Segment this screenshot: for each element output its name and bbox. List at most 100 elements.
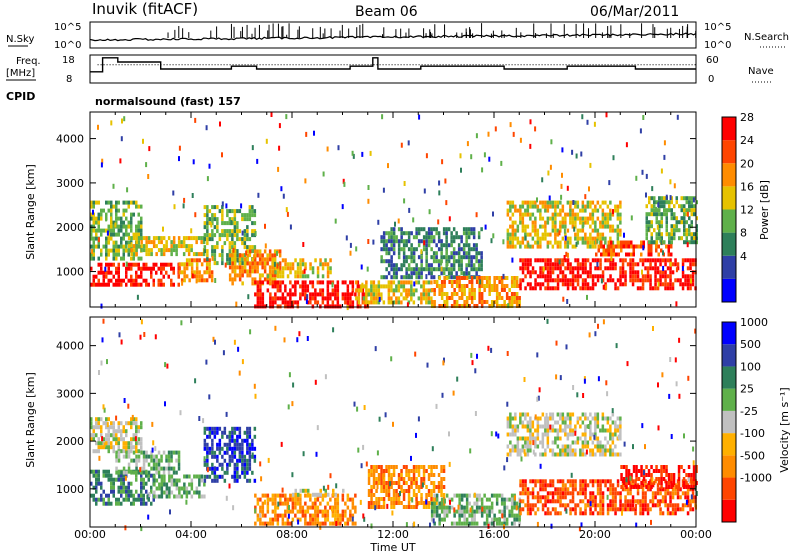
heatmap-cell — [122, 445, 125, 450]
heatmap-cell — [380, 481, 383, 485]
heatmap-cell — [534, 503, 537, 508]
heatmap-cell — [233, 438, 237, 443]
heatmap-cell — [689, 262, 692, 267]
heatmap-cell — [243, 217, 247, 222]
heatmap-cell — [400, 501, 403, 505]
heatmap-cell — [544, 232, 547, 237]
heatmap-cell — [380, 296, 383, 301]
heatmap-cell — [581, 511, 585, 516]
heatmap-cell — [546, 200, 550, 205]
heatmap-cell — [503, 513, 506, 518]
heatmap-cell — [269, 517, 272, 522]
heatmap-cell — [564, 244, 567, 249]
heatmap-cell — [554, 436, 557, 441]
heatmap-cell — [680, 204, 683, 209]
heatmap-cell — [142, 266, 145, 271]
heatmap-cell — [273, 253, 277, 258]
heatmap-cell — [524, 416, 527, 421]
heatmap-cell — [195, 266, 199, 271]
heatmap-cell — [450, 243, 453, 248]
heatmap-cell — [203, 213, 207, 218]
heatmap-cell — [657, 252, 660, 257]
heatmap-cell — [392, 497, 396, 501]
heatmap-cell — [289, 493, 292, 498]
heatmap-cell — [236, 438, 239, 443]
heatmap-cell — [554, 236, 557, 241]
heatmap-cell — [546, 244, 550, 249]
heatmap-cell — [536, 228, 540, 233]
heatmap-cell — [569, 200, 572, 205]
heatmap-cell — [559, 208, 562, 213]
heatmap-cell — [490, 517, 494, 522]
heatmap-cell — [175, 478, 179, 483]
heatmap-cell — [601, 232, 605, 237]
heatmap-cell — [521, 412, 525, 417]
heatmap-cell — [385, 231, 388, 236]
heatmap-cell — [506, 208, 510, 213]
heatmap-cell — [689, 282, 692, 287]
heatmap-cell — [506, 444, 510, 449]
heatmap-cell — [584, 194, 587, 200]
heatmap-cell — [581, 240, 585, 245]
heatmap-cell — [382, 187, 385, 193]
heatmap-cell — [630, 240, 633, 245]
heatmap-cell — [609, 266, 612, 271]
heatmap-cell — [142, 477, 145, 482]
heatmap-cell — [357, 300, 361, 305]
heatmap-cell — [241, 230, 244, 236]
heatmap-cell — [420, 501, 423, 505]
heatmap-cell — [402, 251, 406, 256]
heatmap-cell — [490, 304, 494, 308]
heatmap-cell — [446, 261, 449, 267]
heatmap-cell — [495, 284, 499, 288]
heatmap-cell — [183, 490, 186, 495]
heatmap-cell — [551, 412, 555, 417]
heatmap-cell — [591, 220, 595, 225]
heatmap-cell — [445, 276, 449, 280]
heatmap-cell — [430, 469, 433, 473]
heatmap-cell — [521, 479, 525, 484]
heatmap-cell — [450, 251, 453, 256]
heatmap-cell — [392, 469, 396, 473]
heatmap-cell — [407, 505, 411, 509]
heatmap-cell — [145, 470, 148, 475]
heatmap-cell — [422, 267, 426, 272]
heatmap-cell — [695, 200, 698, 205]
heatmap-cell — [195, 252, 198, 257]
heatmap-cell — [349, 300, 352, 305]
heatmap-cell — [566, 262, 570, 267]
heatmap-cell — [356, 304, 360, 309]
heatmap-cell — [321, 513, 325, 518]
heatmap-cell — [447, 275, 451, 280]
heatmap-cell — [475, 304, 479, 308]
heatmap-cell — [511, 448, 515, 453]
heatmap-cell — [142, 248, 146, 253]
heatmap-cell — [214, 278, 217, 283]
heatmap-cell — [458, 509, 461, 514]
heatmap-cell — [279, 296, 282, 301]
heatmap-cell — [309, 497, 312, 502]
heatmap-cell — [506, 452, 510, 457]
heatmap-cell — [665, 232, 668, 237]
heatmap-cell — [664, 503, 667, 508]
heatmap-cell — [140, 473, 143, 478]
heatmap-cell — [534, 126, 537, 132]
heatmap-cell — [269, 497, 272, 502]
heatmap-cell — [232, 247, 235, 253]
heatmap-cell — [211, 446, 214, 451]
heatmap-cell — [490, 493, 494, 498]
heatmap-cell — [659, 278, 662, 283]
heatmap-cell — [254, 231, 257, 236]
heatmap-cell — [457, 255, 461, 260]
heatmap-cell — [291, 300, 295, 305]
heatmap-cell — [589, 286, 592, 291]
heatmap-cell — [673, 204, 676, 209]
heatmap-cell — [226, 253, 229, 258]
heatmap-cell — [509, 420, 512, 425]
heatmap-cell — [251, 438, 254, 443]
heatmap-cell — [105, 445, 108, 450]
heatmap-cell — [130, 278, 133, 283]
heatmap-cell — [417, 243, 421, 248]
heatmap-cell — [123, 116, 126, 122]
heatmap-cell — [531, 200, 535, 205]
